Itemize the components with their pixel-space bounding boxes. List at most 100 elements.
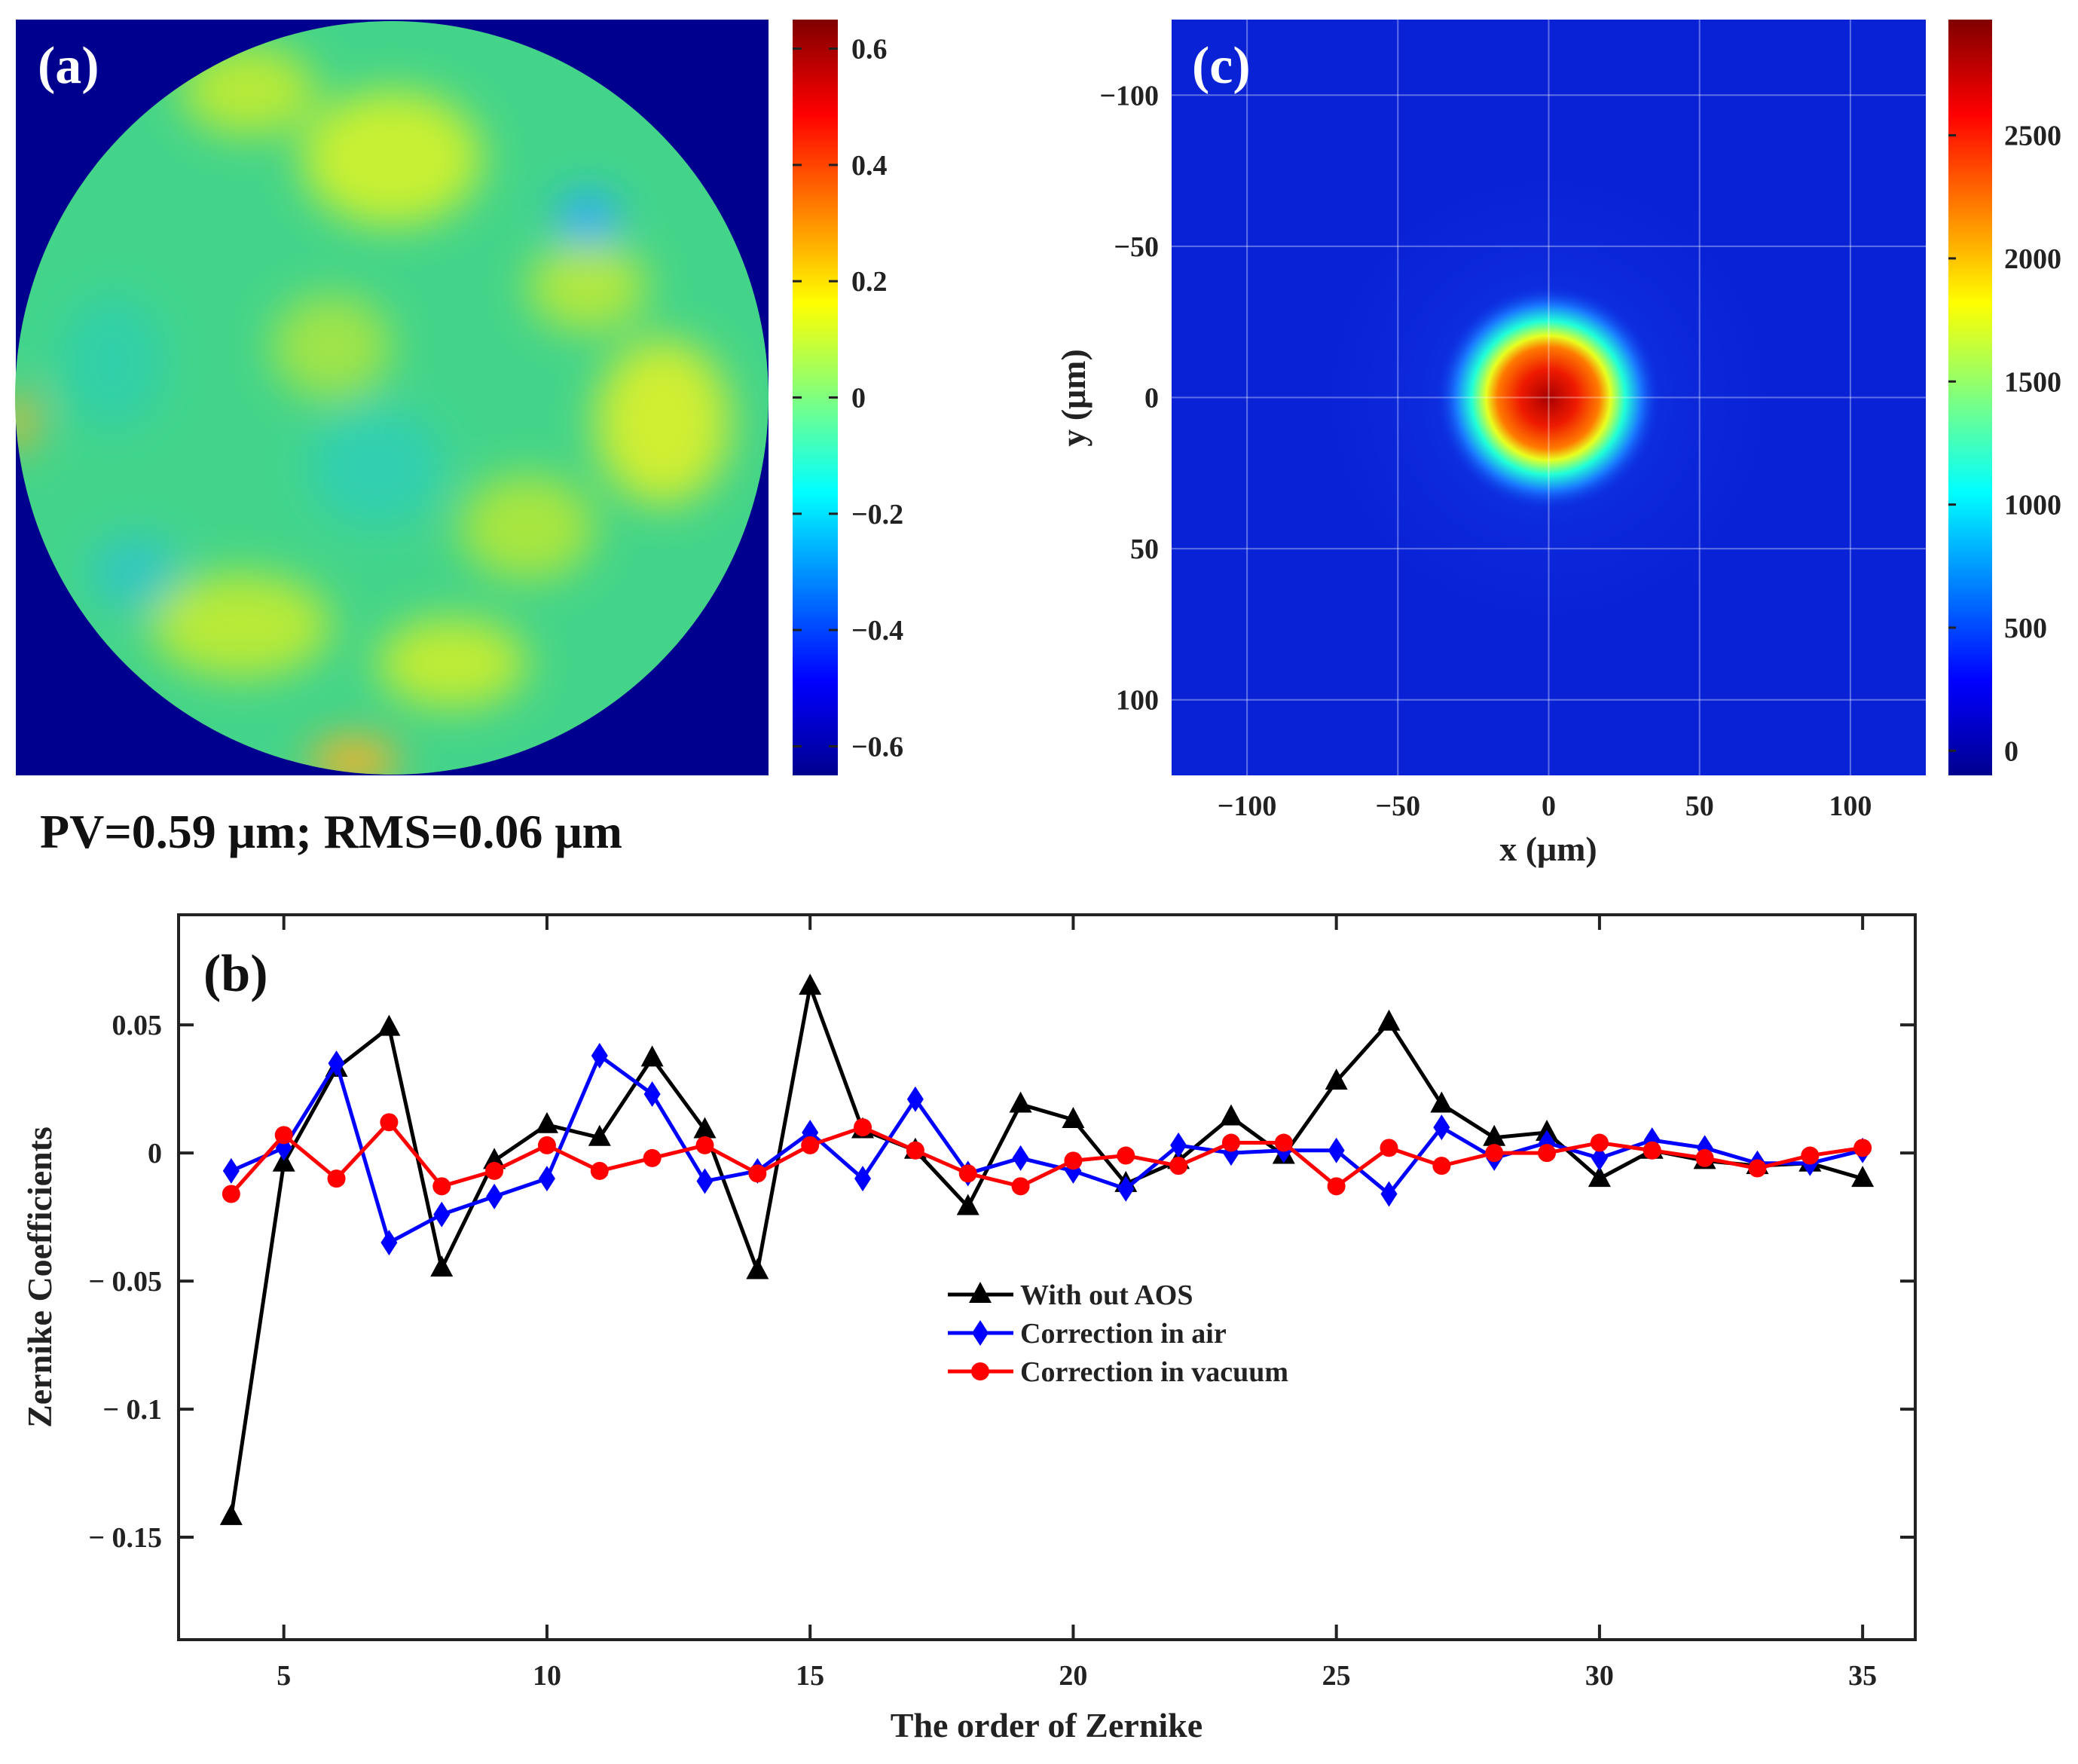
axes-b-ticks: 5 10 15 20 25 30 35 0.05 0 − 0.05 − 0.1 − 0.15 xyxy=(88,915,1915,1692)
data-point xyxy=(958,1164,977,1183)
data-point xyxy=(1012,1145,1029,1171)
legend-label: With out AOS xyxy=(1020,1279,1193,1311)
colorbar-a-tick-label: −0.4 xyxy=(851,615,903,647)
panel-a-wavefront-map: (a) 0.6 0.4 0.2 0 −0.2 −0.4 −0.6 PV=0.59 μm; R… xyxy=(15,20,903,858)
x-tick-label-b: 25 xyxy=(1322,1660,1351,1692)
data-point xyxy=(1590,1133,1609,1152)
x-tick-label-c: −50 xyxy=(1375,790,1420,822)
data-point xyxy=(1695,1148,1714,1167)
data-point xyxy=(377,1014,401,1036)
y-axis-label-b: Zernike Coefficients xyxy=(20,1127,59,1428)
data-point xyxy=(1377,1009,1401,1031)
y-tick-label-c: −100 xyxy=(1099,80,1159,112)
legend-label: Correction in air xyxy=(1020,1318,1227,1350)
data-point xyxy=(1748,1159,1767,1178)
data-point xyxy=(801,1136,820,1154)
y-tick-label-c: 50 xyxy=(1130,533,1159,565)
legend-item: Correction in air xyxy=(948,1318,1227,1350)
data-point xyxy=(696,1168,714,1194)
x-tick-label-c: 0 xyxy=(1542,790,1556,822)
data-point xyxy=(486,1183,503,1209)
data-point xyxy=(746,1258,769,1279)
data-point xyxy=(643,1148,662,1167)
data-point xyxy=(1117,1175,1135,1202)
data-point xyxy=(535,1111,558,1133)
legend-marker xyxy=(972,1320,989,1346)
data-point xyxy=(1801,1146,1820,1165)
data-point xyxy=(1433,1114,1450,1141)
y-tick-label-c: 0 xyxy=(1144,383,1159,414)
series-line xyxy=(230,1053,1863,1245)
y-tick-label-b: − 0.1 xyxy=(102,1394,162,1426)
data-point xyxy=(538,1166,555,1192)
y-tick-label-c: 100 xyxy=(1116,685,1159,717)
data-point xyxy=(693,1117,717,1139)
data-point xyxy=(1009,1091,1032,1113)
data-point xyxy=(1853,1139,1872,1157)
data-point xyxy=(219,1503,243,1525)
panel-b-zernike-chart: (b) 5 10 15 20 25 30 350.050− 0.05− 0.1− 0.15 … xyxy=(20,913,1917,1744)
colorbar-c-tick-label: 2000 xyxy=(2004,243,2061,275)
x-tick-label-b: 20 xyxy=(1059,1660,1087,1692)
legend-item: Correction in vacuum xyxy=(948,1356,1288,1388)
data-point xyxy=(483,1148,506,1169)
colorbar-c-tick-label: 500 xyxy=(2004,613,2047,644)
colorbar-c-tick-label: 0 xyxy=(2004,735,2018,767)
data-point xyxy=(432,1177,451,1196)
colorbar-c-tick-label: 1000 xyxy=(2004,490,2061,521)
data-point xyxy=(430,1255,454,1277)
data-point xyxy=(1485,1144,1504,1163)
data-point xyxy=(906,1086,924,1112)
data-point xyxy=(1011,1177,1030,1196)
colorbar-a-tick-label: 0.2 xyxy=(851,266,888,298)
x-axis-label-c: x (μm) xyxy=(1499,830,1597,868)
x-tick-label-c: 50 xyxy=(1685,790,1714,822)
data-point xyxy=(1062,1106,1085,1128)
panel-label-c: (c) xyxy=(1192,37,1251,95)
wavefront-surface xyxy=(15,21,769,775)
data-point xyxy=(1221,1133,1240,1152)
colorbar-c xyxy=(1948,20,1992,775)
data-point xyxy=(640,1045,664,1067)
data-point xyxy=(1327,1177,1346,1196)
data-point xyxy=(591,1042,608,1068)
series-correction-in-air xyxy=(222,1042,1872,1256)
x-tick-label-b: 35 xyxy=(1848,1660,1877,1692)
pv-rms-caption: PV=0.59 μm; RMS=0.06 μm xyxy=(40,805,622,858)
panel-label-a: (a) xyxy=(38,37,99,95)
colorbar-c-tick-label: 1500 xyxy=(2004,366,2061,398)
series-correction-in-vacuum xyxy=(222,1113,1872,1203)
data-point xyxy=(1430,1091,1453,1113)
data-point xyxy=(1380,1181,1398,1207)
legend: With out AOS Correction in air Correction … xyxy=(948,1279,1288,1388)
data-point xyxy=(1117,1146,1135,1165)
data-point xyxy=(1274,1133,1293,1152)
data-point xyxy=(854,1118,872,1137)
data-point xyxy=(272,1150,295,1172)
data-point xyxy=(588,1124,611,1146)
data-point xyxy=(1643,1141,1661,1160)
x-tick-label-b: 30 xyxy=(1585,1660,1614,1692)
legend-marker xyxy=(971,1362,989,1380)
data-point xyxy=(1591,1145,1608,1171)
data-point xyxy=(956,1194,979,1215)
y-tick-label-b: 0.05 xyxy=(112,1010,163,1041)
data-point xyxy=(1169,1157,1188,1175)
panel-label-b: (b) xyxy=(203,945,268,1003)
x-tick-label-b: 10 xyxy=(533,1660,561,1692)
data-point xyxy=(222,1185,240,1203)
data-point xyxy=(1219,1104,1242,1126)
data-point xyxy=(1851,1166,1875,1188)
series-line xyxy=(229,984,1863,1518)
data-point xyxy=(854,1166,872,1192)
focal-spot xyxy=(1435,285,1661,511)
data-point xyxy=(380,1230,398,1256)
data-point xyxy=(380,1113,399,1132)
colorbar-a-ticks: 0.6 0.4 0.2 0 −0.2 −0.4 −0.6 xyxy=(793,34,903,763)
axes-c-ticks: −100 −50 0 50 100 −100 −50 0 50 100 xyxy=(1099,80,1872,822)
series-b xyxy=(219,974,1875,1525)
y-tick-label-b: 0 xyxy=(148,1138,162,1169)
series-line xyxy=(229,1120,1863,1196)
series-with-out-aos xyxy=(219,974,1875,1525)
colorbar-a-tick-label: −0.6 xyxy=(851,731,903,763)
